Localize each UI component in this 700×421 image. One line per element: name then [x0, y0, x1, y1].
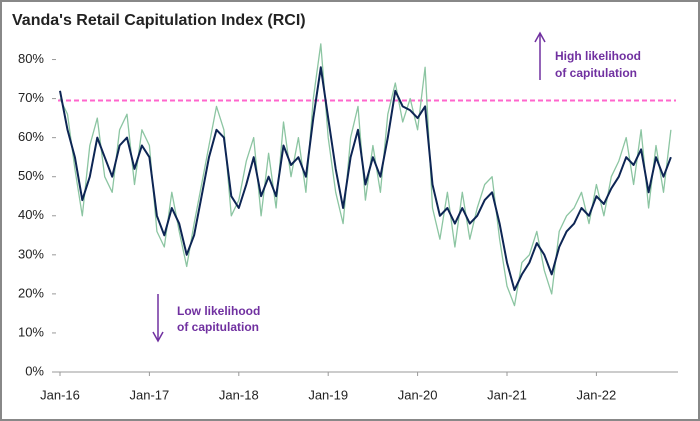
y-tick-label: 30%: [18, 246, 44, 261]
y-tick-label: 70%: [18, 90, 44, 105]
series-line: [59, 66, 672, 291]
series-line: [59, 43, 672, 307]
y-tick-label: 0%: [25, 363, 44, 378]
y-tick-label: 20%: [18, 285, 44, 300]
y-tick-label: 80%: [18, 51, 44, 66]
x-tick-label: Jan-19: [308, 387, 348, 402]
annotation: High likelihood: [555, 49, 641, 63]
x-tick-label: Jan-22: [577, 387, 617, 402]
y-tick-label: 40%: [18, 207, 44, 222]
arrow-head: [152, 331, 164, 343]
chart-title: Vanda's Retail Capitulation Index (RCI): [12, 12, 306, 29]
x-tick-label: Jan-17: [130, 387, 170, 402]
x-tick-label: Jan-16: [40, 387, 80, 402]
x-tick-label: Jan-21: [487, 387, 527, 402]
arrow-head: [534, 31, 546, 43]
y-tick-label: 10%: [18, 324, 44, 339]
annotation: of capitulation: [177, 320, 259, 334]
y-tick-label: 60%: [18, 129, 44, 144]
annotation: of capitulation: [555, 66, 637, 80]
x-tick-label: Jan-20: [398, 387, 438, 402]
annotation: Low likelihood: [177, 304, 260, 318]
x-tick-label: Jan-18: [219, 387, 259, 402]
y-tick-label: 50%: [18, 168, 44, 183]
